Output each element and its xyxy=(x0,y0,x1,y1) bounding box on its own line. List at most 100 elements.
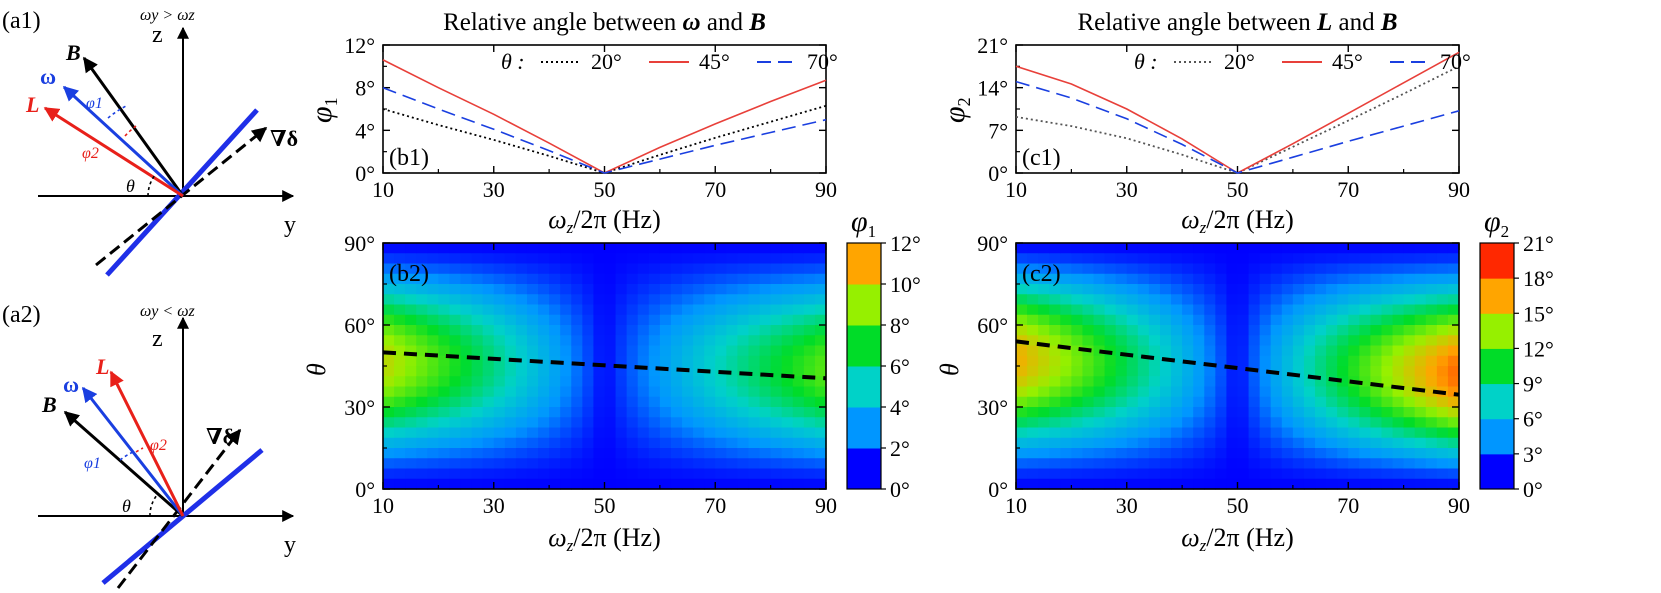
heatmap-cell-c2 xyxy=(1381,335,1394,347)
heatmap-cell-c2 xyxy=(1348,468,1360,480)
heatmap-cell-b2 xyxy=(460,407,473,418)
colorbar-tick-label-c2: 18° xyxy=(1523,266,1554,291)
heatmap-cell-b2 xyxy=(405,345,417,357)
heatmap-cell-c2 xyxy=(1193,366,1205,377)
heatmap-cell-c2 xyxy=(1126,355,1139,367)
heatmap-cell-c2 xyxy=(1447,437,1460,449)
heatmap-cell-b2 xyxy=(504,325,517,336)
heatmap-cell-b2 xyxy=(748,427,761,439)
heatmap-cell-c2 xyxy=(1049,263,1061,275)
heatmap-cell-b2 xyxy=(693,284,705,295)
heatmap-cell-b2 xyxy=(504,407,517,418)
heatmap-cell-c2 xyxy=(1348,253,1360,265)
heatmap-cell-b2 xyxy=(482,396,495,408)
heatmap-cell-b2 xyxy=(560,478,572,490)
heatmap-cell-c2 xyxy=(1082,355,1095,367)
heatmap-cell-c2 xyxy=(1060,386,1072,398)
heatmap-cell-c2 xyxy=(1303,366,1316,377)
heatmap-cell-c2 xyxy=(1292,243,1305,254)
heatmap-cell-c2 xyxy=(1303,386,1316,398)
heatmap-cell-c2 xyxy=(1016,345,1028,357)
heatmap-cell-c2 xyxy=(1370,355,1383,367)
heatmap-cell-b2 xyxy=(604,355,617,367)
heatmap-cell-c2 xyxy=(1182,314,1194,326)
heatmap-cell-b2 xyxy=(682,355,694,367)
heatmap-cell-c2 xyxy=(1425,314,1438,326)
heatmap-cell-c2 xyxy=(1159,366,1172,377)
heatmap-cell-b2 xyxy=(693,427,705,439)
heatmap-cell-b2 xyxy=(416,325,428,336)
heatmap-cell-c2 xyxy=(1248,263,1261,275)
heatmap-cell-b2 xyxy=(394,376,406,388)
heatmap-cell-c2 xyxy=(1348,427,1360,439)
heatmap-cell-b2 xyxy=(427,366,439,377)
heatmap-cell-c2 xyxy=(1315,294,1327,306)
heatmap-cell-b2 xyxy=(482,417,495,429)
heatmap-cell-c2 xyxy=(1326,243,1338,254)
heatmap-cell-c2 xyxy=(1392,376,1405,388)
heatmap-cell-c2 xyxy=(1071,437,1084,449)
heatmap-cell-b2 xyxy=(792,407,805,418)
heatmap-cell-c2 xyxy=(1337,273,1349,285)
heatmap-cell-c2 xyxy=(1027,468,1039,480)
heatmap-cell-b2 xyxy=(737,294,750,306)
series-line-c1-20deg xyxy=(1015,65,1460,174)
heatmap-cell-c2 xyxy=(1248,376,1261,388)
heatmap-cell-c2 xyxy=(1281,386,1294,398)
heatmap-cell-c2 xyxy=(1104,253,1117,265)
heatmap-cell-c2 xyxy=(1027,366,1039,377)
heatmap-cell-b2 xyxy=(460,243,473,254)
heatmap-cell-b2 xyxy=(493,448,506,459)
heatmap-cell-c2 xyxy=(1126,273,1139,285)
heatmap-cell-c2 xyxy=(1226,407,1239,418)
heatmap-cell-b2 xyxy=(792,304,805,316)
y-tick-label-c1: 14° xyxy=(977,76,1008,101)
heatmap-cell-b2 xyxy=(482,263,495,275)
heatmap-cell-b2 xyxy=(737,437,750,449)
colorbar-tick-label-b2: 12° xyxy=(890,231,921,256)
heatmap-cell-c2 xyxy=(1171,376,1183,388)
heatmap-cell-b2 xyxy=(438,468,451,480)
heatmap-cell-b2 xyxy=(781,366,794,377)
heatmap-cell-b2 xyxy=(560,427,572,439)
heatmap-cell-b2 xyxy=(504,314,517,326)
heatmap-cell-b2 xyxy=(449,273,462,285)
heatmap-cell-b2 xyxy=(438,448,451,459)
heatmap-cell-c2 xyxy=(1126,294,1139,306)
heatmap-cell-c2 xyxy=(1093,458,1106,470)
heatmap-cell-b2 xyxy=(383,284,395,295)
heatmap-cell-c2 xyxy=(1148,335,1161,347)
heatmap-cell-b2 xyxy=(726,263,738,275)
heatmap-cell-c2 xyxy=(1193,478,1205,490)
heatmap-cell-c2 xyxy=(1038,263,1050,275)
heatmap-cell-c2 xyxy=(1414,478,1427,490)
heatmap-cell-b2 xyxy=(538,294,550,306)
heatmap-cell-c2 xyxy=(1226,243,1239,254)
heatmap-cell-c2 xyxy=(1049,253,1061,265)
heatmap-cell-c2 xyxy=(1071,427,1084,439)
heatmap-cell-c2 xyxy=(1359,376,1371,388)
y-label-a2: y xyxy=(284,532,296,558)
heatmap-cell-b2 xyxy=(504,468,517,480)
heatmap-cell-c2 xyxy=(1049,478,1061,490)
heatmap-cell-c2 xyxy=(1381,284,1394,295)
heatmap-cell-c2 xyxy=(1060,396,1072,408)
heatmap-cell-c2 xyxy=(1403,417,1416,429)
heatmap-cell-b2 xyxy=(715,325,727,336)
heatmap-cell-b2 xyxy=(792,437,805,449)
heatmap-cell-b2 xyxy=(792,314,805,326)
heatmap-cell-c2 xyxy=(1248,355,1261,367)
heatmap-cell-c2 xyxy=(1403,458,1416,470)
heatmap-cell-b2 xyxy=(648,386,661,398)
heatmap-cell-b2 xyxy=(471,335,484,347)
heatmap-cell-c2 xyxy=(1315,355,1327,367)
heatmap-cell-c2 xyxy=(1060,376,1072,388)
heatmap-cell-c2 xyxy=(1115,304,1128,316)
heatmap-cell-c2 xyxy=(1159,325,1172,336)
heatmap-cell-b2 xyxy=(626,407,639,418)
heatmap-cell-c2 xyxy=(1137,325,1150,336)
heatmap-cell-b2 xyxy=(659,284,672,295)
heatmap-cell-b2 xyxy=(715,478,727,490)
heatmap-cell-b2 xyxy=(526,468,539,480)
heatmap-cell-b2 xyxy=(515,273,528,285)
